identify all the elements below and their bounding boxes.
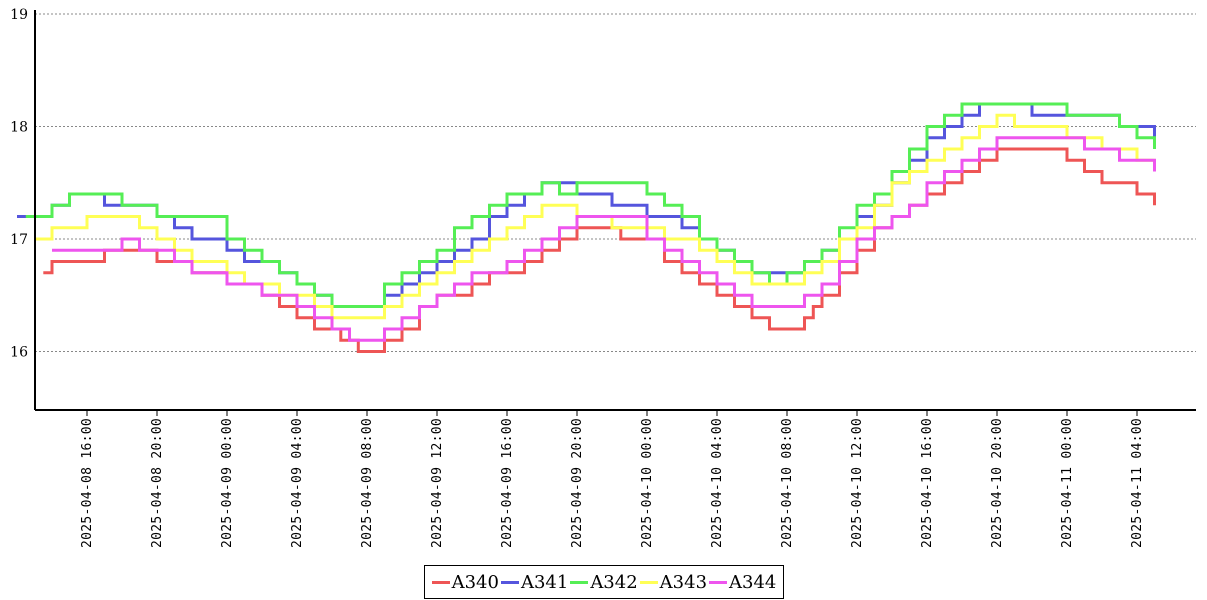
x-tick-label: 2025-04-10 08:00 [780,418,795,548]
x-tick-label: 2025-04-10 12:00 [850,418,865,548]
y-tick-label: 16 [10,345,28,361]
x-tick-label: 2025-04-09 04:00 [290,418,305,548]
x-tick-label: 2025-04-10 04:00 [710,418,725,548]
legend-item-a341: A341 [500,571,569,593]
series-lines [17,102,1156,353]
legend-label: A344 [729,571,777,593]
series-line-a340 [43,147,1156,353]
legend-swatch [500,580,519,584]
x-tick-label: 2025-04-10 20:00 [990,418,1005,548]
series-line-a341 [17,102,1156,308]
line-chart: 16 17 18 19 2025-04-08 16:00 2025-04-08 20:0… [10,7,1196,548]
x-tick-labels: 2025-04-08 16:00 2025-04-08 20:00 2025-04-… [80,410,1145,548]
y-tick-label: 19 [10,7,28,23]
x-tick-label: 2025-04-08 20:00 [150,418,165,548]
series-line-a344 [52,136,1156,342]
legend-label: A340 [451,571,499,593]
x-tick-label: 2025-04-10 16:00 [920,418,935,548]
legend-swatch [431,580,450,584]
x-tick-label: 2025-04-09 00:00 [220,418,235,548]
legend-label: A343 [659,571,708,593]
legend-swatch [709,580,728,584]
axes [34,10,1196,411]
legend-item-a343: A343 [639,571,708,593]
legend-label: A341 [520,571,569,593]
legend-item-a344: A344 [709,572,776,593]
y-tick-label: 17 [10,232,28,248]
x-tick-label: 2025-04-10 00:00 [640,418,655,548]
x-tick-label: 2025-04-09 08:00 [360,418,375,548]
y-tick-labels: 16 17 18 19 [10,7,28,361]
legend-item-a342: A342 [570,571,638,593]
series-line-a342 [25,102,1156,308]
x-tick-label: 2025-04-11 00:00 [1060,418,1075,548]
x-tick-label: 2025-04-09 20:00 [570,418,585,548]
y-tick-label: 18 [10,120,28,136]
legend-swatch [639,580,658,584]
legend-swatch [570,580,589,584]
x-tick-label: 2025-04-11 04:00 [1130,418,1145,548]
legend-item-a340: A340 [431,571,499,593]
x-tick-label: 2025-04-09 16:00 [500,418,515,548]
chart-legend: A340 A341 A342 A343 A344 [424,565,784,599]
x-tick-label: 2025-04-09 12:00 [430,418,445,548]
x-tick-label: 2025-04-08 16:00 [80,418,95,548]
legend-label: A342 [590,571,638,593]
